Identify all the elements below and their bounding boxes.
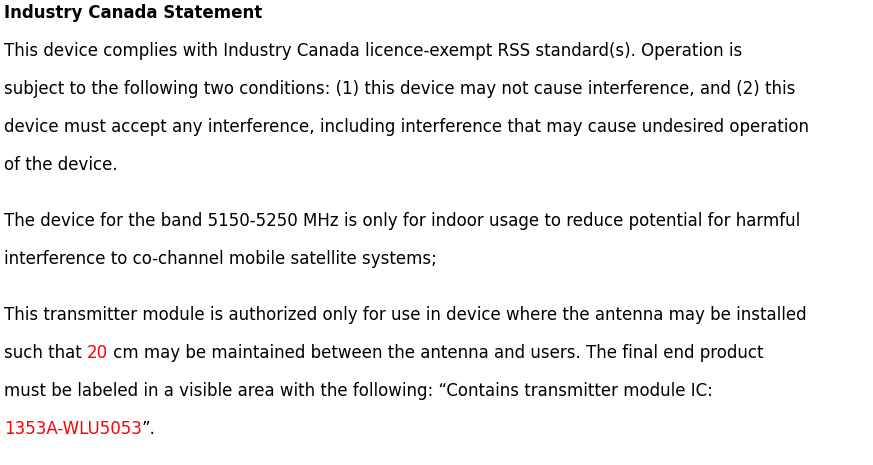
Text: 20: 20 [87, 344, 108, 362]
Text: The device for the band 5150-5250 MHz is only for indoor usage to reduce potenti: The device for the band 5150-5250 MHz is… [4, 212, 801, 230]
Text: 1353A-WLU5053: 1353A-WLU5053 [4, 420, 142, 438]
Text: This device complies with Industry Canada licence-exempt RSS standard(s). Operat: This device complies with Industry Canad… [4, 42, 742, 60]
Text: of the device.: of the device. [4, 156, 118, 174]
Text: cm may be maintained between the antenna and users. The final end product: cm may be maintained between the antenna… [108, 344, 764, 362]
Text: must be labeled in a visible area with the following: “Contains transmitter modu: must be labeled in a visible area with t… [4, 382, 713, 400]
Text: Industry Canada Statement: Industry Canada Statement [4, 4, 262, 22]
Text: subject to the following two conditions: (1) this device may not cause interfere: subject to the following two conditions:… [4, 80, 795, 98]
Text: device must accept any interference, including interference that may cause undes: device must accept any interference, inc… [4, 118, 809, 136]
Text: ”.: ”. [142, 420, 155, 438]
Text: such that: such that [4, 344, 87, 362]
Text: interference to co-channel mobile satellite systems;: interference to co-channel mobile satell… [4, 250, 436, 268]
Text: This transmitter module is authorized only for use in device where the antenna m: This transmitter module is authorized on… [4, 306, 807, 324]
